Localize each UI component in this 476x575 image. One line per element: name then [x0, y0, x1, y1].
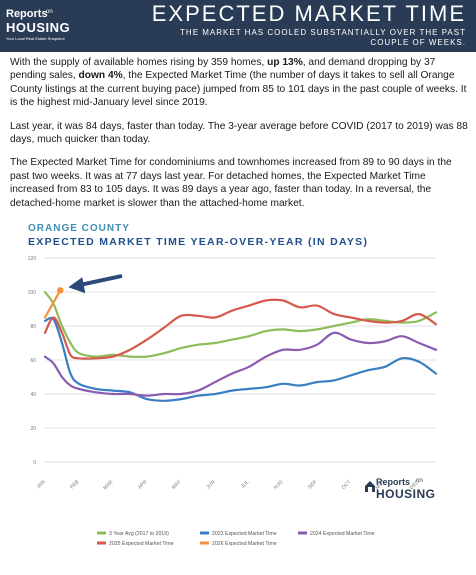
- annotation-arrow-shaft: [76, 274, 123, 288]
- article-body: With the supply of available homes risin…: [10, 56, 468, 220]
- legend-label: 2023 Expected Market Time: [212, 531, 277, 537]
- paragraph-last-year: Last year, it was 84 days, faster than t…: [10, 120, 468, 146]
- x-tick-label: MAY: [171, 479, 183, 491]
- x-tick-label: JUN: [205, 479, 216, 490]
- watermark-text-reports: Reports: [376, 477, 411, 487]
- series-line-3: [43, 298, 438, 360]
- y-tick-label: 80: [30, 324, 36, 330]
- reports-on-housing-logo: Reports on HOUSING Your Local Real Estat…: [6, 8, 72, 44]
- paragraph-condo-detached: The Expected Market Time for condominium…: [10, 157, 452, 209]
- series-line-4: [43, 289, 62, 319]
- y-tick-label: 20: [30, 426, 36, 432]
- annotation-arrow-head: [68, 277, 86, 294]
- paragraph-text: , and demand dropping by 37 pending sale…: [10, 57, 436, 82]
- house-icon: [365, 481, 375, 492]
- page-subtitle: THE MARKET HAS COOLED SUBSTANTIALLY OVER…: [180, 28, 466, 47]
- watermark-text-housing: HOUSING: [376, 487, 436, 501]
- x-tick-label: FEB: [69, 479, 81, 491]
- y-tick-label: 0: [33, 460, 36, 466]
- highlight-text: up 13%: [267, 57, 303, 68]
- chart-kicker: ORANGE COUNTY: [28, 223, 130, 234]
- x-tick-label: MAR: [102, 479, 114, 491]
- legend-label: 3 Year Avg (2017 to 2019): [109, 531, 169, 537]
- x-tick-label: AUG: [273, 479, 285, 491]
- chart-title: EXPECTED MARKET TIME YEAR-OVER-YEAR (IN …: [28, 236, 369, 248]
- paragraph-text: With the supply of available homes risin…: [10, 57, 268, 68]
- series-line-2: [43, 331, 438, 397]
- legend-label: 2025 Expected Market Time: [109, 541, 174, 547]
- x-tick-label: JAN: [35, 479, 46, 490]
- x-tick-label: JUL: [240, 479, 251, 490]
- logo-text-on: on: [46, 9, 53, 15]
- logo-text-reports: Reports: [6, 8, 48, 20]
- x-tick-label: APR: [137, 479, 149, 491]
- header-banner: Reports on HOUSING Your Local Real Estat…: [0, 0, 476, 52]
- legend-label: 2024 Expected Market Time: [310, 531, 375, 537]
- series-point-latest: [57, 287, 64, 294]
- legend-label: 2026 Expected Market Time: [212, 541, 277, 547]
- y-tick-label: 100: [28, 290, 37, 296]
- x-tick-label: OCT: [341, 479, 353, 491]
- y-tick-label: 120: [28, 256, 37, 262]
- y-tick-label: 60: [30, 358, 36, 364]
- logo-tagline: Your Local Real Estate Snapshot: [6, 36, 65, 41]
- market-time-line-chart: 0 20 40 60 80 100 120 JAN FEB MAR APR MAY JUN JUL AUG S…: [28, 256, 438, 547]
- series-line-0: [43, 290, 438, 359]
- logo-text-housing: HOUSING: [6, 20, 71, 35]
- series-line-1: [43, 316, 438, 402]
- paragraph-text: , the Expected Market Time (the number o…: [10, 70, 467, 109]
- reports-on-housing-watermark: Reports on HOUSING: [364, 477, 464, 507]
- x-tick-label: DEC: [409, 479, 421, 491]
- page-title: EXPECTED MARKET TIME: [151, 1, 466, 26]
- highlight-text: down 4%: [78, 70, 123, 82]
- watermark-text-on: on: [416, 478, 423, 484]
- y-tick-label: 40: [30, 392, 36, 398]
- paragraph-supply-demand: With the supply of available homes risin…: [10, 56, 468, 110]
- x-tick-label: SEP: [307, 479, 319, 491]
